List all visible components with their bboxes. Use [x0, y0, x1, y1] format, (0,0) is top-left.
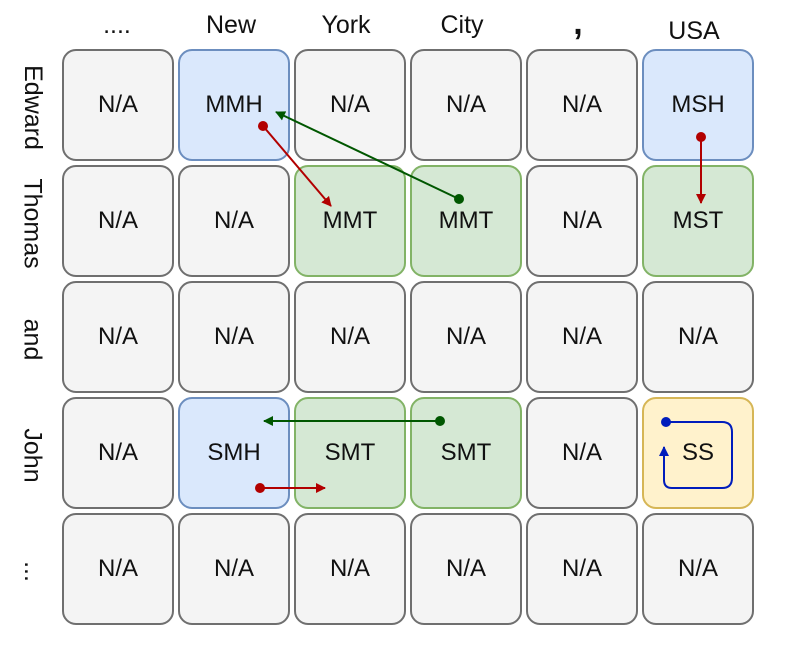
cell-label: N/A — [329, 555, 370, 582]
cell-r0-c1: MMH — [178, 49, 290, 161]
cell-label: N/A — [97, 323, 138, 350]
cell-label: N/A — [329, 323, 370, 350]
cell-r4-c1: N/A — [178, 513, 290, 625]
cell-label: SMT — [324, 439, 376, 466]
cell-r4-c3: N/A — [410, 513, 522, 625]
cell-label: SMT — [440, 439, 492, 466]
cell-r0-c5: MSH — [642, 49, 754, 161]
row-header-1-label: Thomas — [18, 177, 47, 269]
cell-label: SS — [681, 439, 714, 466]
cell-label: N/A — [97, 555, 138, 582]
cell-label: MMH — [205, 91, 263, 118]
cell-label: N/A — [97, 439, 138, 466]
cell-r1-c2: MMT — [294, 165, 406, 277]
cell-label: MSH — [671, 91, 725, 118]
cell-label: N/A — [445, 323, 486, 350]
row-header-2-label: and — [18, 318, 47, 360]
cell-label: N/A — [677, 555, 718, 582]
cell-r1-c0: N/A — [62, 165, 174, 277]
cell-r1-c3: MMT — [410, 165, 522, 277]
cell-r2-c1: N/A — [178, 281, 290, 393]
cell-label: N/A — [561, 555, 602, 582]
column-header-0: .... — [103, 11, 131, 39]
row-header-4: ... — [0, 513, 64, 629]
cell-r3-c5: SS — [642, 397, 754, 509]
cell-r4-c2: N/A — [294, 513, 406, 625]
cell-r3-c3: SMT — [410, 397, 522, 509]
cell-r4-c0: N/A — [62, 513, 174, 625]
row-header-3: John — [0, 397, 64, 513]
row-header-2: and — [0, 281, 64, 397]
row-header-0-label: Edward — [18, 64, 47, 150]
row-header-4-label: ... — [18, 560, 47, 582]
cell-r0-c0: N/A — [62, 49, 174, 161]
cell-r2-c0: N/A — [62, 281, 174, 393]
cell-r2-c3: N/A — [410, 281, 522, 393]
cell-r2-c5: N/A — [642, 281, 754, 393]
column-header-5: USA — [668, 17, 720, 45]
column-header-4: , — [573, 4, 583, 42]
cell-r3-c2: SMT — [294, 397, 406, 509]
cell-r1-c5: MST — [642, 165, 754, 277]
cell-r0-c3: N/A — [410, 49, 522, 161]
cell-label: N/A — [677, 323, 718, 350]
column-header-2: York — [321, 11, 371, 39]
cell-r1-c4: N/A — [526, 165, 638, 277]
row-header-1: Thomas — [0, 165, 64, 281]
cell-label: N/A — [213, 555, 254, 582]
cell-r4-c5: N/A — [642, 513, 754, 625]
cell-label: N/A — [445, 555, 486, 582]
cell-r2-c4: N/A — [526, 281, 638, 393]
cell-label: N/A — [561, 207, 602, 234]
cell-label: MMT — [438, 207, 494, 234]
column-header-1: New — [205, 11, 256, 39]
cell-label: N/A — [213, 207, 254, 234]
cell-r3-c4: N/A — [526, 397, 638, 509]
cell-label: N/A — [561, 323, 602, 350]
cell-r3-c1: SMH — [178, 397, 290, 509]
cell-label: N/A — [213, 323, 254, 350]
cell-label: SMH — [207, 439, 261, 466]
cell-r4-c4: N/A — [526, 513, 638, 625]
cell-r3-c0: N/A — [62, 397, 174, 509]
cell-label: MST — [672, 207, 724, 234]
cell-label: N/A — [561, 91, 602, 118]
cell-label: N/A — [445, 91, 486, 118]
row-header-0: Edward — [0, 49, 64, 165]
column-header-3: City — [440, 11, 484, 39]
cell-label: N/A — [561, 439, 602, 466]
cell-r0-c4: N/A — [526, 49, 638, 161]
cell-label: N/A — [97, 207, 138, 234]
cell-label: N/A — [97, 91, 138, 118]
row-header-3-label: John — [18, 427, 47, 483]
cell-label: N/A — [329, 91, 370, 118]
cell-r0-c2: N/A — [294, 49, 406, 161]
cell-label: MMT — [322, 207, 378, 234]
cell-r2-c2: N/A — [294, 281, 406, 393]
cell-r1-c1: N/A — [178, 165, 290, 277]
